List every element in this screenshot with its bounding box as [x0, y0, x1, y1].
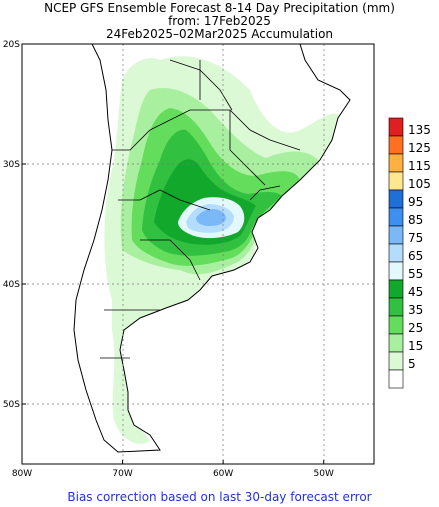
- legend: 135 125 115 105 95 85 75 65 55 45 35 25 15 5: [388, 117, 431, 389]
- legend-swatch: [388, 207, 404, 227]
- legend-label: 75: [408, 231, 423, 245]
- legend-swatch: [388, 117, 404, 137]
- legend-swatch: [388, 261, 404, 281]
- legend-swatch: [388, 333, 404, 353]
- legend-swatch: [388, 279, 404, 299]
- legend-swatch: [388, 171, 404, 191]
- legend-swatch: [388, 297, 404, 317]
- legend-swatch: [388, 225, 404, 245]
- legend-label: 55: [408, 267, 423, 281]
- lon-tick-label: 80W: [12, 469, 32, 479]
- contour-75mm: [196, 209, 226, 226]
- lon-tick-label: 70W: [112, 469, 132, 479]
- legend-label: 115: [408, 159, 431, 173]
- legend-label: 65: [408, 249, 423, 263]
- lon-tick-label: 60W: [213, 469, 233, 479]
- title-line-3: 24Feb2025–02Mar2025 Accumulation: [105, 27, 334, 41]
- legend-swatch: [388, 135, 404, 155]
- lat-tick-label: 50S: [3, 400, 20, 410]
- plot-frame: [21, 43, 375, 465]
- title-line-1: NCEP GFS Ensemble Forecast 8-14 Day Prec…: [44, 1, 395, 15]
- lon-tick-label: 50W: [314, 469, 334, 479]
- legend-swatch: [388, 243, 404, 263]
- legend-swatch: [388, 369, 404, 389]
- legend-label: 45: [408, 285, 423, 299]
- lat-tick-label: 30S: [3, 160, 20, 170]
- legend-swatch: [388, 351, 404, 371]
- title-line-2: from: 17Feb2025: [168, 14, 271, 28]
- legend-label: 85: [408, 213, 423, 227]
- legend-swatch: [388, 153, 404, 173]
- legend-swatch: [388, 189, 404, 209]
- coastline: [73, 43, 351, 453]
- axis-ticks: 20S 30S 40S 50S 80W 70W 60W 50W: [3, 40, 334, 479]
- legend-label: 35: [408, 303, 423, 317]
- legend-label: 95: [408, 195, 423, 209]
- lat-tick-label: 20S: [3, 40, 20, 50]
- lat-tick-label: 40S: [3, 280, 20, 290]
- legend-label: 135: [408, 123, 431, 137]
- footer-note: Bias correction based on last 30-day for…: [67, 490, 372, 504]
- legend-label: 125: [408, 141, 431, 155]
- legend-label: 25: [408, 321, 423, 335]
- gridlines: [22, 44, 374, 464]
- legend-swatch: [388, 315, 404, 335]
- legend-label: 5: [408, 357, 416, 371]
- borders: [100, 59, 301, 359]
- legend-label: 15: [408, 339, 423, 353]
- legend-label: 105: [408, 177, 431, 191]
